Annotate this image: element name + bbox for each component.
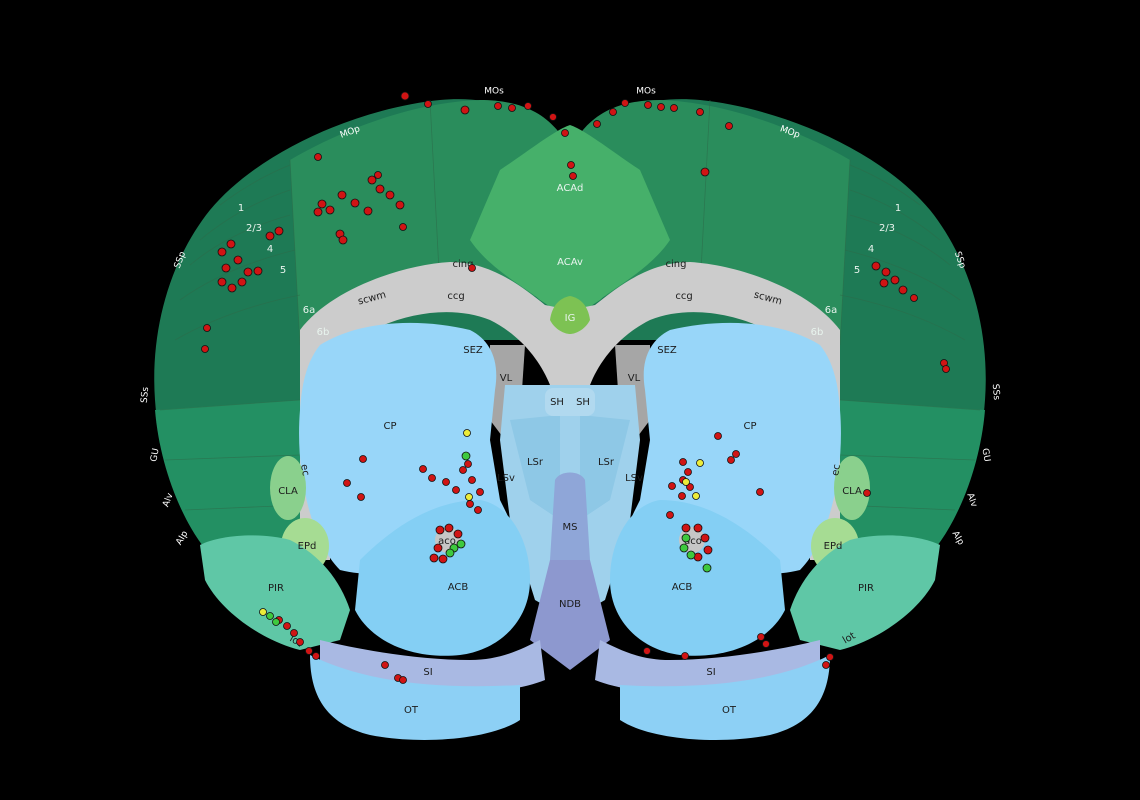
label-sh-right: SH xyxy=(576,397,590,408)
label-ot-right: OT xyxy=(722,705,737,716)
label-sez-left: SEZ xyxy=(463,345,483,356)
label-ig: IG xyxy=(565,313,576,324)
cell-markers xyxy=(201,91,950,684)
label-ccg-left: ccg xyxy=(447,291,464,302)
label-epd-right: EPd xyxy=(824,541,843,552)
label-ec-right: ec xyxy=(830,463,843,476)
layer-5-right: 5 xyxy=(854,265,860,276)
label-ms: MS xyxy=(563,522,578,533)
label-epd-left: EPd xyxy=(298,541,317,552)
layer-6b-left: 6b xyxy=(317,327,330,338)
label-cing-right: cing xyxy=(666,259,687,270)
label-acav: ACAv xyxy=(557,257,583,268)
layer-1-left: 1 xyxy=(238,203,244,214)
lsr-right xyxy=(580,415,630,520)
label-gu-right: GU xyxy=(979,448,991,463)
label-ndb: NDB xyxy=(559,599,581,610)
label-aco-right: aco xyxy=(684,536,702,547)
label-aiv-left: AIv xyxy=(161,491,175,508)
layer-5-left: 5 xyxy=(280,265,286,276)
label-lsr-right: LSr xyxy=(598,457,615,468)
label-gu-left: GU xyxy=(149,448,161,463)
label-ccg-right: ccg xyxy=(675,291,692,302)
layer-23-right: 2/3 xyxy=(879,223,895,234)
label-lsv-right: LSv xyxy=(625,473,643,484)
label-vl-right: VL xyxy=(628,373,641,384)
label-lsr-left: LSr xyxy=(527,457,544,468)
label-si-left: SI xyxy=(423,667,432,678)
layer-23-left: 2/3 xyxy=(246,223,262,234)
indusium-griseum xyxy=(550,296,590,334)
label-cla-left: CLA xyxy=(278,486,298,497)
olfactory-tubercle-left xyxy=(310,655,520,740)
label-aco-left: aco xyxy=(438,536,456,547)
layer-1-right: 1 xyxy=(895,203,901,214)
label-acb-right: ACB xyxy=(672,582,693,593)
label-sss-left: SSs xyxy=(140,386,151,403)
label-ot-left: OT xyxy=(404,705,419,716)
region-labels: MOs MOs MOp MOp SSp SSp SSs SSs GU GU AI… xyxy=(140,87,1001,717)
label-cp-right: CP xyxy=(743,421,756,432)
piriform-left xyxy=(200,535,350,650)
lateral-cortex-right xyxy=(840,400,985,560)
label-cp-left: CP xyxy=(383,421,396,432)
label-pir-left: PIR xyxy=(268,583,284,594)
medial-septum xyxy=(550,472,590,560)
label-lsv-left: LSv xyxy=(497,473,515,484)
layer-6b-right: 6b xyxy=(811,327,824,338)
lsr-left xyxy=(510,415,560,520)
piriform-right xyxy=(790,535,940,650)
lateral-cortex-left xyxy=(155,400,300,560)
label-acb-left: ACB xyxy=(448,582,469,593)
diagonal-band-nucleus xyxy=(530,560,610,670)
sh-region xyxy=(545,388,595,416)
nucleus-accumbens-right xyxy=(610,500,785,656)
label-cing-left: cing xyxy=(453,259,474,270)
label-sez-right: SEZ xyxy=(657,345,677,356)
olfactory-tubercle-right xyxy=(620,655,830,740)
label-aiv-right: AIv xyxy=(964,492,978,509)
label-sss-right: SSs xyxy=(990,384,1001,401)
layer-6a-left: 6a xyxy=(303,305,316,316)
label-mos-left: MOs xyxy=(484,87,504,97)
label-pir-right: PIR xyxy=(858,583,874,594)
claustrum-left xyxy=(270,456,306,520)
label-vl-left: VL xyxy=(500,373,513,384)
label-acad: ACAd xyxy=(557,183,584,194)
cingulate-area xyxy=(470,125,670,320)
claustrum-right xyxy=(834,456,870,520)
label-cla-right: CLA xyxy=(842,486,862,497)
nucleus-accumbens-left xyxy=(355,500,530,656)
layer-4-right: 4 xyxy=(868,244,874,255)
layer-4-left: 4 xyxy=(267,244,273,255)
label-mos-right: MOs xyxy=(636,87,656,97)
label-ec-left: ec xyxy=(298,463,311,476)
layer-6a-right: 6a xyxy=(825,305,838,316)
label-si-right: SI xyxy=(706,667,715,678)
label-sh-left: SH xyxy=(550,397,564,408)
